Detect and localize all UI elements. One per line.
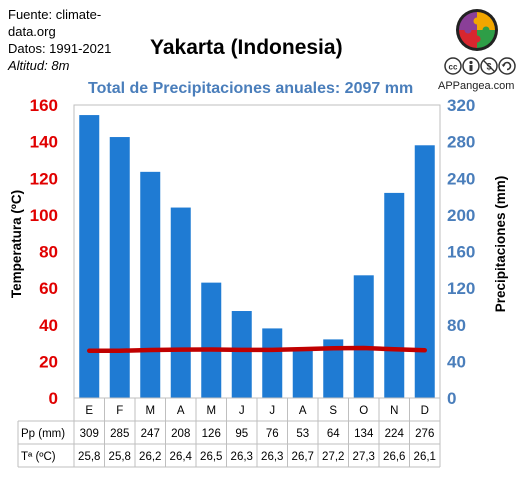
svg-text:cc: cc: [449, 63, 458, 72]
category-label: F: [116, 405, 123, 417]
left-tick-label: 160: [30, 96, 58, 115]
table-cell: 309: [80, 428, 99, 440]
right-tick-label: 80: [447, 316, 466, 335]
category-label: S: [329, 405, 337, 417]
bar-S: [323, 339, 344, 398]
right-tick-label: 0: [447, 389, 456, 408]
table-cell: 126: [202, 428, 221, 440]
table-cell: 134: [354, 428, 374, 440]
left-axis-ticks: 0 20 40 60 80 100 120 140 160: [30, 96, 58, 408]
bar-J: [231, 311, 252, 398]
category-label: J: [269, 405, 275, 417]
category-label: N: [390, 405, 398, 417]
chart-title: Yakarta (Indonesia): [150, 36, 343, 59]
license-icons: cc $: [444, 57, 516, 75]
table-row-label: Pp (mm): [21, 428, 65, 440]
table-cell: 76: [266, 428, 279, 440]
right-tick-label: 200: [447, 206, 475, 225]
table-cell: 26,1: [414, 451, 436, 463]
bar-O: [353, 275, 374, 398]
table-cell: 95: [235, 428, 248, 440]
cc-icon: cc: [444, 57, 462, 75]
brand-name: APPangea.com: [438, 80, 515, 92]
source-info: Fuente: climate- data.org Datos: 1991-20…: [8, 6, 111, 74]
data-range: Datos: 1991-2021: [8, 41, 112, 56]
bar-E: [79, 115, 100, 399]
right-tick-label: 320: [447, 96, 475, 115]
table-cell: 247: [141, 428, 160, 440]
puzzle-globe-icon: [456, 9, 498, 51]
table-cell: 26,3: [231, 451, 253, 463]
bar-N: [384, 192, 405, 398]
table-cell: 64: [327, 428, 340, 440]
left-axis-label: Temperatura (ºC): [9, 190, 24, 298]
bar-F: [109, 137, 130, 398]
table-cell: 53: [296, 428, 309, 440]
left-tick-label: 140: [30, 133, 58, 152]
bar-D: [414, 145, 435, 398]
table-cell: 26,2: [139, 451, 161, 463]
table-cell: 27,2: [322, 451, 344, 463]
left-tick-label: 40: [39, 316, 58, 335]
table-cell: 25,8: [109, 451, 131, 463]
category-label: A: [299, 405, 307, 417]
category-label: A: [177, 405, 185, 417]
precipitation-bars: [79, 115, 435, 399]
data-table: E F M A M J J A S O N D Pp (mm) 309 285 247 208 126 95 76 53…: [17, 397, 441, 468]
source-line: Fuente: climate-: [8, 7, 102, 22]
noncommercial-icon: $: [480, 57, 498, 75]
table-cell: 276: [415, 428, 434, 440]
temperature-line: [87, 345, 427, 354]
table-cell: 26,3: [261, 451, 283, 463]
bar-A: [170, 207, 191, 398]
table-cell: 25,8: [78, 451, 100, 463]
category-label: J: [239, 405, 245, 417]
right-axis-label: Precipitaciones (mm): [493, 176, 508, 313]
table-cell: 208: [171, 428, 190, 440]
left-tick-label: 80: [39, 243, 58, 262]
table-cell: 26,7: [292, 451, 314, 463]
altitude: Altitud: 8m: [8, 58, 70, 73]
right-axis-ticks: 0 40 80 120 160 200 240 280 320: [447, 96, 475, 408]
source-line: data.org: [8, 24, 56, 39]
left-tick-label: 20: [39, 352, 58, 371]
category-label: M: [206, 405, 216, 417]
right-tick-label: 160: [447, 243, 475, 262]
bar-M: [201, 282, 222, 398]
right-tick-label: 280: [447, 133, 475, 152]
right-tick-label: 40: [447, 352, 466, 371]
bar-J: [262, 328, 283, 398]
category-label: E: [85, 405, 93, 417]
temperature-series-line: [87, 345, 427, 354]
sharealike-icon: [498, 57, 516, 75]
bar-M: [140, 171, 161, 398]
table-cell: 26,6: [383, 451, 405, 463]
left-tick-label: 100: [30, 206, 58, 225]
category-label: M: [145, 405, 155, 417]
left-tick-label: 60: [39, 279, 58, 298]
left-tick-label: 0: [49, 389, 58, 408]
table-cell: 224: [385, 428, 405, 440]
table-cell: 27,3: [353, 451, 375, 463]
category-label: D: [421, 405, 429, 417]
chart-subtitle: Total de Precipitaciones anuales: 2097 m…: [88, 80, 414, 97]
table-row-label: Tª (ºC): [21, 451, 56, 463]
attribution-icon: [462, 57, 480, 75]
table-cell: 285: [110, 428, 129, 440]
right-tick-label: 240: [447, 169, 475, 188]
left-tick-label: 120: [30, 169, 58, 188]
table-cell: 26,5: [200, 451, 222, 463]
right-tick-label: 120: [447, 279, 475, 298]
table-cell: 26,4: [170, 451, 193, 463]
bar-A: [292, 349, 313, 398]
category-label: O: [359, 405, 368, 417]
